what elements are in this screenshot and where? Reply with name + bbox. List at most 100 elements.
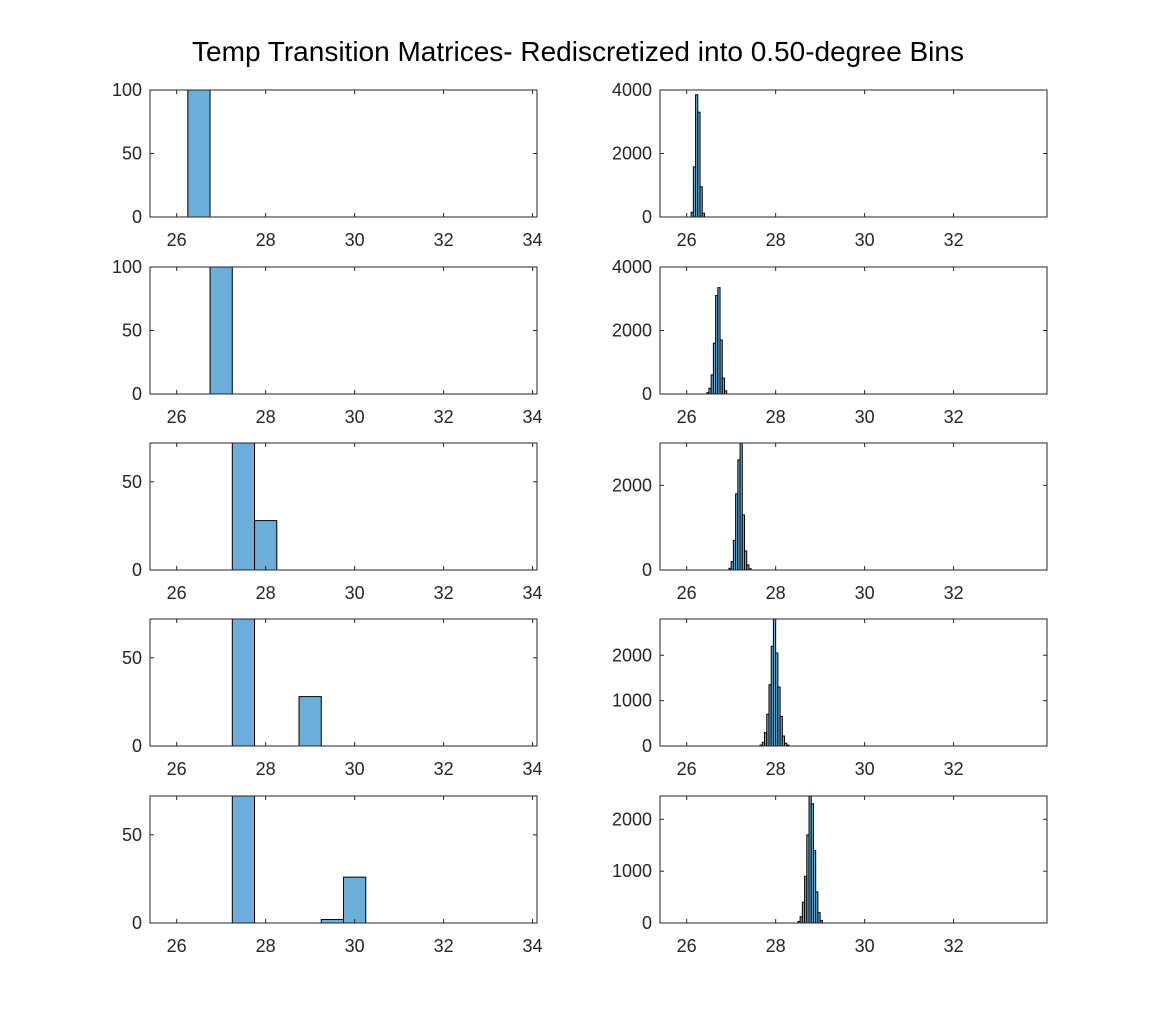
x-tick-label: 28	[256, 230, 276, 250]
axes-box	[659, 89, 1048, 218]
y-tick-label: 2000	[612, 645, 652, 665]
y-tick-label: 100	[112, 257, 142, 277]
x-tick-label: 30	[345, 583, 365, 603]
x-tick-label: 34	[523, 230, 543, 250]
y-tick-label: 2000	[612, 321, 652, 341]
y-tick-label: 0	[642, 384, 652, 404]
y-tick-label: 50	[122, 472, 142, 492]
histogram-bar	[699, 186, 703, 218]
axes-box	[149, 89, 538, 218]
x-tick-label: 28	[766, 759, 786, 779]
histogram-bar	[231, 442, 256, 571]
axes-box	[659, 795, 1048, 924]
x-tick-label: 30	[855, 759, 875, 779]
y-tick-label: 1000	[612, 861, 652, 881]
histogram-panel-2-1: 26 28 30 32 34 0 50 100	[112, 257, 543, 427]
histogram-panel-1-2: 26 28 30 32 0 2000 4000	[612, 80, 1048, 250]
x-tick-label: 34	[523, 407, 543, 427]
y-tick-label: 50	[122, 648, 142, 668]
histogram-bar	[320, 918, 344, 924]
x-tick-label: 28	[256, 936, 276, 956]
y-tick-label: 0	[642, 913, 652, 933]
x-tick-label: 28	[766, 583, 786, 603]
x-tick-label: 30	[345, 230, 365, 250]
x-tick-label: 30	[345, 759, 365, 779]
x-tick-label: 32	[434, 583, 454, 603]
x-tick-label: 26	[167, 407, 187, 427]
y-tick-label: 0	[132, 384, 142, 404]
x-tick-label: 32	[944, 583, 964, 603]
axes-box	[149, 618, 538, 747]
x-tick-label: 26	[677, 936, 697, 956]
x-tick-label: 34	[523, 936, 543, 956]
x-tick-label: 26	[677, 407, 697, 427]
x-tick-label: 30	[855, 230, 875, 250]
x-tick-label: 28	[256, 583, 276, 603]
histogram-panel-1-1: 26 28 30 32 34 0 50 100	[112, 80, 543, 250]
x-tick-label: 28	[766, 230, 786, 250]
subplot-grid: 26 28 30 32 34 0 50 100 26 28 30 32 0 2000 4000 26 28 30 3…	[112, 80, 1048, 956]
y-tick-label: 1000	[612, 691, 652, 711]
x-tick-label: 30	[345, 936, 365, 956]
x-tick-label: 32	[434, 936, 454, 956]
axes-box	[659, 618, 1048, 747]
axes-outline	[149, 618, 538, 747]
histogram-bar	[231, 618, 256, 747]
x-tick-label: 26	[677, 759, 697, 779]
histogram-bar	[298, 696, 322, 747]
axes-box	[659, 442, 1048, 571]
x-tick-label: 32	[434, 407, 454, 427]
x-tick-label: 32	[944, 407, 964, 427]
histogram-panel-5-2: 26 28 30 32 0 1000 2000	[612, 795, 1048, 956]
y-tick-label: 50	[122, 321, 142, 341]
y-tick-label: 0	[642, 207, 652, 227]
histogram-panel-4-2: 26 28 30 32 0 1000 2000	[612, 618, 1048, 779]
x-tick-label: 28	[766, 936, 786, 956]
y-tick-label: 0	[642, 560, 652, 580]
y-tick-label: 0	[132, 736, 142, 756]
figure-title: Temp Transition Matrices- Rediscretized …	[192, 36, 964, 67]
histogram-bar	[187, 89, 211, 218]
histogram-panel-4-1: 26 28 30 32 34 0 50	[122, 618, 543, 779]
histogram-bar	[701, 212, 705, 218]
y-tick-label: 0	[642, 736, 652, 756]
x-tick-label: 32	[944, 230, 964, 250]
y-tick-label: 2000	[612, 475, 652, 495]
x-tick-label: 32	[434, 230, 454, 250]
x-tick-label: 26	[677, 230, 697, 250]
x-tick-label: 30	[855, 583, 875, 603]
axes-outline	[659, 618, 1048, 747]
histogram-bar	[231, 795, 256, 924]
y-tick-label: 4000	[612, 80, 652, 100]
y-tick-label: 50	[122, 825, 142, 845]
axes-outline	[659, 795, 1048, 924]
x-tick-label: 26	[167, 230, 187, 250]
x-tick-label: 32	[434, 759, 454, 779]
x-tick-label: 30	[345, 407, 365, 427]
x-tick-label: 32	[944, 759, 964, 779]
x-tick-label: 26	[677, 583, 697, 603]
histogram-bar	[343, 876, 367, 924]
x-tick-label: 28	[766, 407, 786, 427]
x-tick-label: 26	[167, 583, 187, 603]
y-tick-label: 100	[112, 80, 142, 100]
x-tick-label: 30	[855, 936, 875, 956]
x-tick-label: 34	[523, 583, 543, 603]
y-tick-label: 2000	[612, 144, 652, 164]
x-tick-label: 34	[523, 759, 543, 779]
axes-outline	[659, 442, 1048, 571]
y-tick-label: 50	[122, 144, 142, 164]
y-tick-label: 0	[132, 207, 142, 227]
axes-box	[149, 266, 538, 395]
histogram-bar	[254, 520, 278, 571]
x-tick-label: 26	[167, 759, 187, 779]
histogram-panel-5-1: 26 28 30 32 34 0 50	[122, 795, 543, 956]
x-tick-label: 32	[944, 936, 964, 956]
axes-outline	[149, 795, 538, 924]
y-tick-label: 2000	[612, 809, 652, 829]
x-tick-label: 28	[256, 759, 276, 779]
axes-outline	[149, 442, 538, 571]
histogram-panel-3-1: 26 28 30 32 34 0 50	[122, 442, 543, 603]
axes-box	[659, 266, 1048, 395]
